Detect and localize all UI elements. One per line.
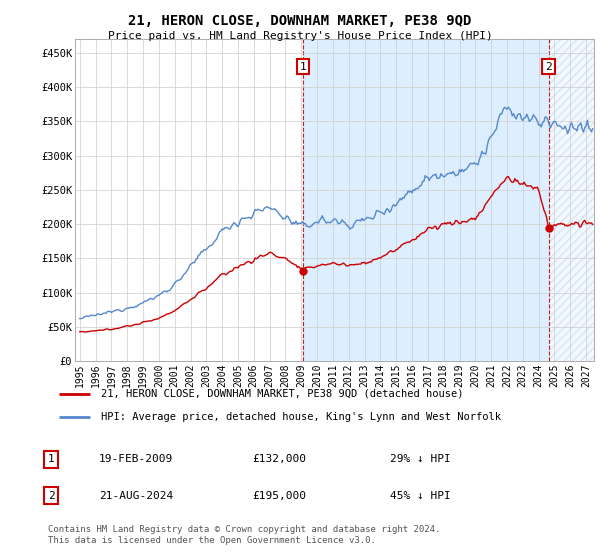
Text: 21, HERON CLOSE, DOWNHAM MARKET, PE38 9QD (detached house): 21, HERON CLOSE, DOWNHAM MARKET, PE38 9Q… [101,389,463,399]
Text: 21, HERON CLOSE, DOWNHAM MARKET, PE38 9QD: 21, HERON CLOSE, DOWNHAM MARKET, PE38 9Q… [128,14,472,28]
Text: 2: 2 [545,62,552,72]
Text: 1: 1 [47,454,55,464]
Text: Price paid vs. HM Land Registry's House Price Index (HPI): Price paid vs. HM Land Registry's House … [107,31,493,41]
Text: 19-FEB-2009: 19-FEB-2009 [99,454,173,464]
Bar [548,39,594,361]
Text: Contains HM Land Registry data © Crown copyright and database right 2024.
This d: Contains HM Land Registry data © Crown c… [48,525,440,545]
Text: 45% ↓ HPI: 45% ↓ HPI [390,491,451,501]
Text: £132,000: £132,000 [252,454,306,464]
Text: HPI: Average price, detached house, King's Lynn and West Norfolk: HPI: Average price, detached house, King… [101,412,501,422]
Text: £195,000: £195,000 [252,491,306,501]
Bar [303,39,548,361]
Text: 1: 1 [300,62,307,72]
Text: 29% ↓ HPI: 29% ↓ HPI [390,454,451,464]
Text: 2: 2 [47,491,55,501]
Text: 21-AUG-2024: 21-AUG-2024 [99,491,173,501]
Bar [548,39,594,361]
